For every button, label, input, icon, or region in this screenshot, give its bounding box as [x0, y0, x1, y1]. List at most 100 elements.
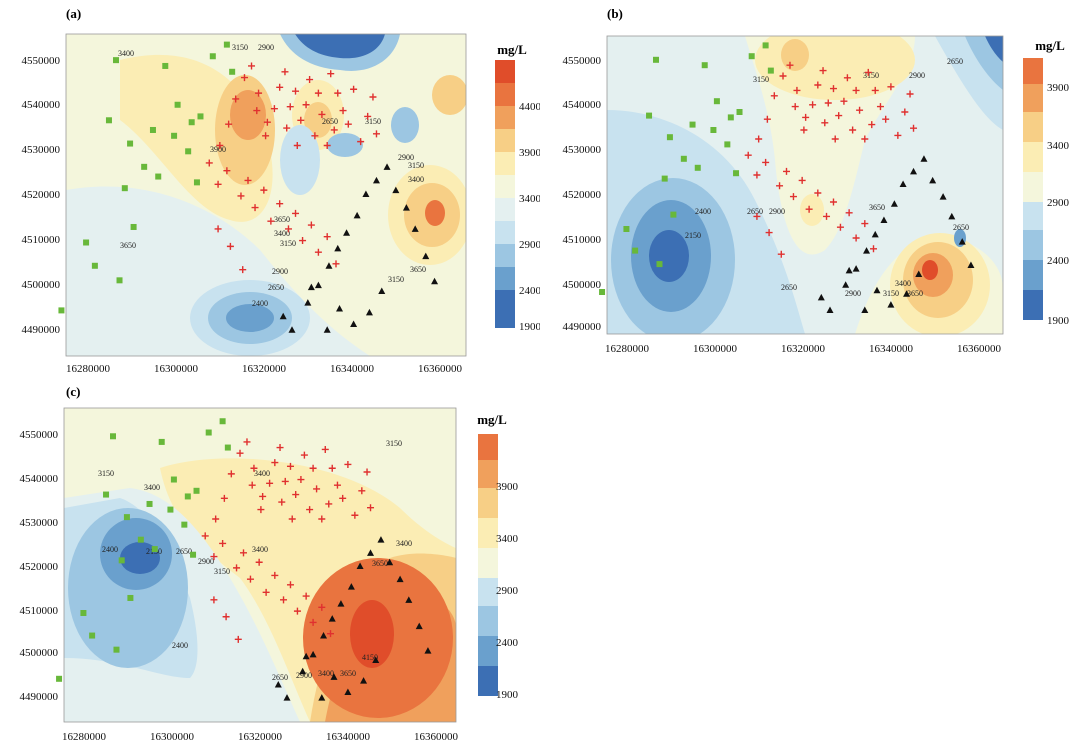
cross-marker — [278, 498, 286, 506]
svg-text:3400: 3400 — [318, 669, 334, 678]
square-marker — [733, 170, 740, 177]
triangle-marker — [939, 193, 947, 200]
svg-text:3650: 3650 — [274, 215, 290, 224]
triangle-marker — [411, 225, 419, 232]
triangle-marker — [431, 277, 439, 285]
svg-text:16340000: 16340000 — [330, 363, 375, 372]
cross-marker — [210, 596, 218, 604]
triangle-marker — [903, 290, 911, 297]
square-marker — [193, 179, 200, 186]
cross-marker — [253, 107, 261, 115]
cross-marker — [849, 126, 857, 134]
square-marker — [209, 53, 216, 60]
cross-marker — [776, 182, 784, 190]
svg-text:16320000: 16320000 — [238, 731, 283, 743]
triangle-marker — [890, 200, 898, 207]
svg-text:2400: 2400 — [1047, 255, 1070, 267]
triangle-marker — [283, 694, 291, 701]
svg-text:2400: 2400 — [172, 641, 188, 650]
svg-text:2650: 2650 — [176, 547, 192, 556]
svg-text:2650: 2650 — [322, 117, 338, 126]
triangle-marker — [334, 244, 342, 252]
square-marker — [689, 121, 696, 128]
square-marker — [155, 173, 162, 180]
panel-b: (b) 3150 3150 2900 2650 2400 2150 2650 2… — [545, 0, 1085, 372]
square-marker — [646, 112, 653, 119]
square-marker — [193, 487, 200, 494]
svg-text:3650: 3650 — [340, 669, 356, 678]
square-marker — [661, 175, 668, 182]
cross-marker — [262, 132, 270, 140]
square-marker — [80, 610, 87, 616]
svg-text:16360000: 16360000 — [957, 343, 1002, 355]
svg-text:3150: 3150 — [388, 275, 404, 284]
cross-marker — [314, 248, 322, 256]
svg-text:3400: 3400 — [252, 545, 268, 554]
cross-marker — [831, 135, 839, 143]
square-marker — [103, 491, 110, 498]
cross-marker — [239, 266, 247, 274]
triangle-marker — [915, 270, 923, 277]
cross-marker — [755, 135, 763, 143]
square-marker — [656, 261, 663, 268]
triangle-marker — [405, 596, 413, 603]
svg-text:4510000: 4510000 — [563, 234, 602, 246]
svg-text:16300000: 16300000 — [150, 731, 195, 743]
cross-marker — [765, 229, 773, 237]
svg-text:3400: 3400 — [274, 229, 290, 238]
square-marker — [127, 594, 134, 601]
square-marker — [171, 132, 178, 139]
square-marker — [599, 289, 606, 295]
cross-marker — [257, 506, 265, 514]
square-marker — [89, 632, 96, 639]
panel-c-colorbar — [478, 434, 498, 696]
cross-marker — [276, 83, 284, 91]
triangle-marker — [367, 549, 375, 556]
svg-text:2650: 2650 — [953, 223, 969, 232]
cross-marker — [372, 130, 380, 138]
cross-marker — [302, 592, 310, 600]
svg-text:2900: 2900 — [398, 153, 414, 162]
svg-text:4530000: 4530000 — [20, 517, 59, 529]
svg-text:3900: 3900 — [1047, 82, 1070, 94]
triangle-marker — [279, 312, 287, 320]
svg-text:3150: 3150 — [365, 117, 381, 126]
svg-text:16340000: 16340000 — [326, 731, 371, 743]
cross-marker — [271, 571, 279, 579]
cross-marker — [852, 86, 860, 94]
cross-marker — [805, 205, 813, 213]
triangle-marker — [323, 326, 331, 333]
triangle-marker — [383, 163, 391, 170]
cross-marker — [783, 167, 790, 175]
cross-marker — [276, 200, 284, 208]
svg-text:16320000: 16320000 — [242, 363, 287, 372]
svg-text:3150: 3150 — [863, 71, 879, 80]
triangle-marker — [353, 211, 361, 219]
cross-marker — [823, 212, 831, 220]
cross-marker — [821, 119, 829, 127]
panel-a: (a) 3400 3150 2900 3900 3650 3400 3150 2… — [0, 0, 542, 375]
cross-marker — [861, 135, 869, 143]
panel-a-colorbar — [495, 60, 515, 328]
panel-b-contour-labels: 3150 3150 2900 2650 2400 2150 2650 2900 … — [685, 57, 969, 298]
svg-text:2900: 2900 — [258, 43, 274, 52]
svg-text:2900: 2900 — [769, 207, 785, 216]
panel-b-map: (b) 3150 3150 2900 2650 2400 2150 2650 2… — [563, 6, 1070, 355]
square-marker — [670, 211, 677, 218]
svg-text:4490000: 4490000 — [22, 324, 61, 336]
svg-text:3900: 3900 — [496, 481, 519, 493]
cross-marker — [281, 477, 289, 485]
triangle-marker — [377, 536, 385, 543]
cross-marker — [259, 492, 267, 500]
square-marker — [141, 163, 148, 170]
triangle-marker — [422, 252, 430, 260]
cross-marker — [753, 212, 761, 220]
cross-marker — [870, 245, 877, 253]
svg-text:16360000: 16360000 — [414, 731, 459, 743]
svg-text:16280000: 16280000 — [62, 731, 107, 743]
panel-c-x-axis: 16280000 16300000 16320000 16340000 1636… — [62, 731, 459, 743]
cross-marker — [814, 81, 822, 89]
triangle-marker — [424, 647, 432, 654]
cross-marker — [293, 607, 301, 615]
panel-c-y-axis: 4550000 4540000 4530000 4520000 4510000 … — [20, 429, 59, 703]
